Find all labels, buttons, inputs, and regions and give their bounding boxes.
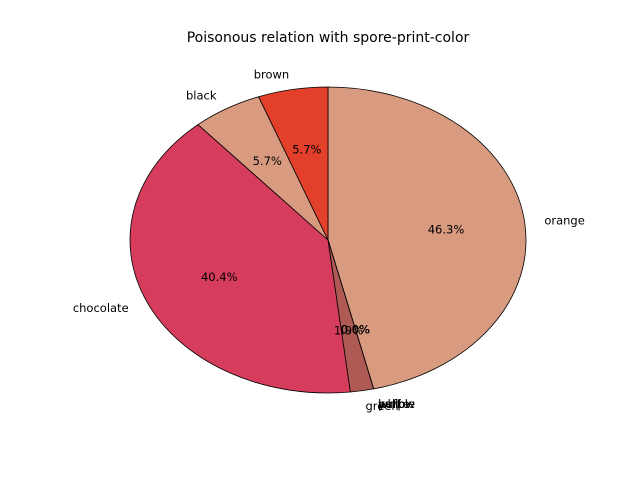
slice-percent-chocolate: 40.4% xyxy=(201,270,238,284)
slice-label-black: black xyxy=(186,88,217,102)
chart-title: Poisonous relation with spore-print-colo… xyxy=(187,30,470,46)
pie-slice-brown xyxy=(258,86,329,241)
pie-slice-orange xyxy=(327,86,527,390)
slice-percent-white: 0.0% xyxy=(341,322,370,336)
slice-percent-orange: 46.3% xyxy=(428,222,465,236)
slice-percent-purple: 0.0% xyxy=(341,322,370,336)
slice-percent-brown: 5.7% xyxy=(292,143,321,157)
slice-label-white: white xyxy=(378,397,409,411)
slice-label-yellow: yellow xyxy=(378,397,415,411)
pie-labels: orange46.3%buff0.0%purple0.0%yellow0.0%w… xyxy=(73,67,585,412)
slice-label-orange: orange xyxy=(544,213,584,227)
slice-label-brown: brown xyxy=(254,67,290,81)
slice-percent-green: 1.9% xyxy=(334,323,363,337)
slice-label-buff: buff xyxy=(378,397,402,411)
slice-label-green: green xyxy=(365,399,398,413)
slice-percent-black: 5.7% xyxy=(253,154,282,168)
slice-percent-yellow: 0.0% xyxy=(341,322,370,336)
slice-label-chocolate: chocolate xyxy=(73,301,129,315)
slice-label-purple: purple xyxy=(378,397,415,411)
pie-wedges xyxy=(129,86,527,394)
slice-percent-buff: 0.0% xyxy=(341,322,370,336)
pie-slice-chocolate xyxy=(129,124,351,394)
